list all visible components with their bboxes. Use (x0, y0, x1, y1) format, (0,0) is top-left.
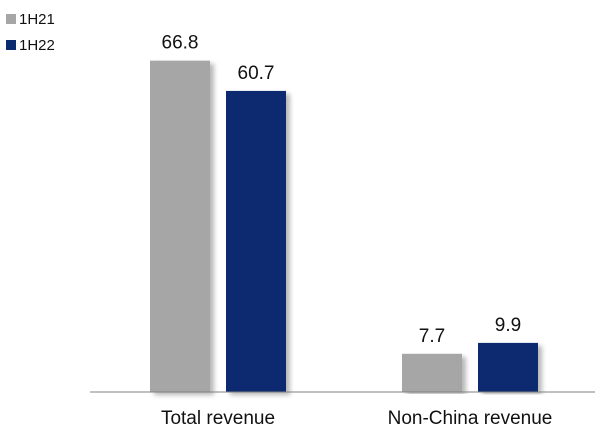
data-label-1h22-1: 9.9 (495, 315, 521, 336)
legend-label-1h21: 1H21 (19, 10, 55, 28)
x-tick-label-0: Total revenue (161, 408, 275, 429)
data-label-1h22-0: 60.7 (238, 63, 275, 84)
legend-swatch-1h22 (6, 40, 16, 50)
legend-swatch-1h21 (6, 14, 16, 24)
bar-1h21-0 (150, 60, 210, 393)
legend-label-1h22: 1H22 (19, 36, 55, 54)
legend: 1H21 1H22 (6, 6, 55, 58)
bar-1h21-1 (402, 353, 462, 392)
x-tick-label-1: Non-China revenue (388, 408, 553, 429)
data-label-1h21-1: 7.7 (419, 326, 445, 347)
data-label-1h21-0: 66.8 (162, 33, 199, 54)
legend-item-1h21: 1H21 (6, 6, 55, 32)
legend-item-1h22: 1H22 (6, 32, 55, 58)
bar-1h22-1 (478, 342, 538, 392)
bar-1h22-0 (226, 90, 286, 392)
